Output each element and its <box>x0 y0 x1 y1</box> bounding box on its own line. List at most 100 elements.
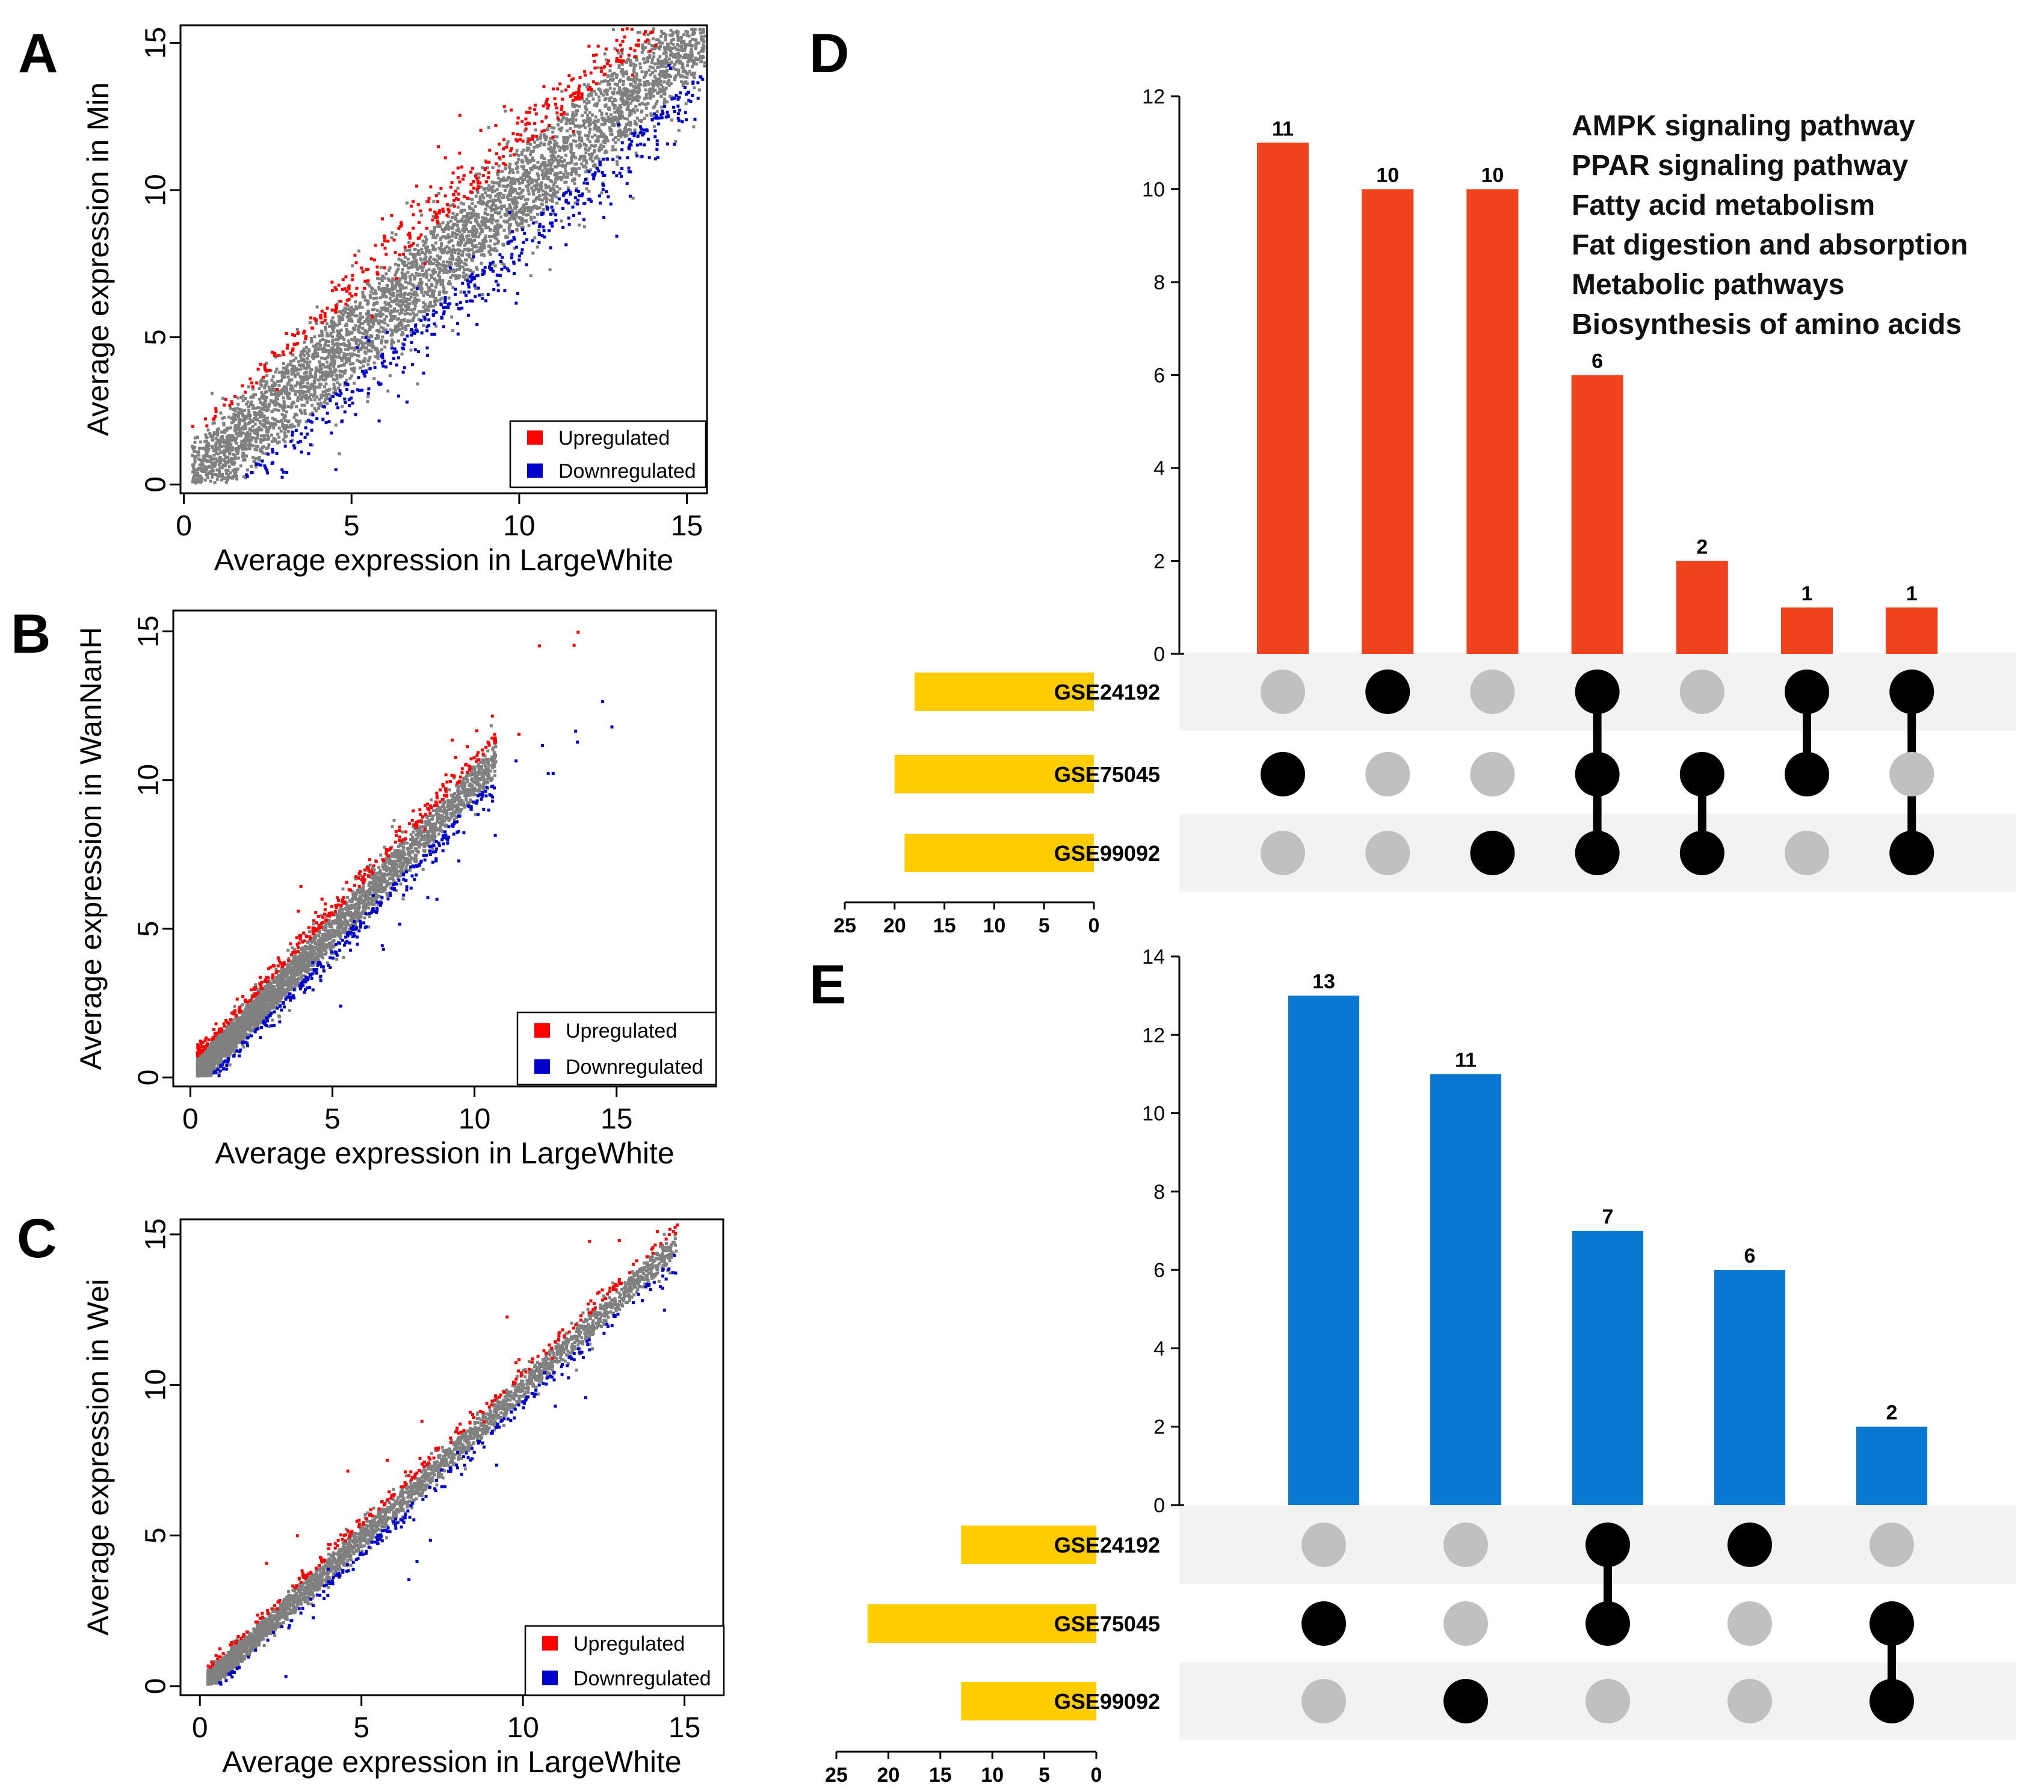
point <box>541 199 544 202</box>
point <box>222 423 226 426</box>
point <box>611 28 615 31</box>
point <box>607 79 610 83</box>
point-down <box>514 301 518 305</box>
point <box>674 68 678 72</box>
point <box>307 354 310 357</box>
point <box>664 65 668 69</box>
point <box>419 284 423 288</box>
point <box>264 399 268 402</box>
point <box>609 132 613 136</box>
point <box>664 51 668 55</box>
point <box>398 328 401 331</box>
point <box>430 276 433 279</box>
point <box>686 31 690 34</box>
point-up <box>267 368 271 372</box>
point <box>668 33 672 37</box>
point <box>314 375 318 378</box>
point-down <box>413 348 417 352</box>
point <box>415 313 419 316</box>
point-down <box>655 114 658 117</box>
point <box>429 274 433 277</box>
point-down <box>423 316 427 319</box>
point <box>221 464 224 468</box>
point <box>197 446 201 450</box>
point-down <box>306 433 309 436</box>
point <box>294 419 298 422</box>
point <box>299 383 303 386</box>
point <box>542 174 545 177</box>
point <box>267 443 271 446</box>
point-up <box>302 331 306 335</box>
point <box>218 439 222 442</box>
point <box>280 413 284 416</box>
point <box>586 114 590 117</box>
point <box>564 164 567 168</box>
point <box>307 364 310 368</box>
point-down <box>456 332 460 336</box>
point <box>651 87 655 90</box>
point <box>424 308 428 312</box>
point-up <box>412 213 415 217</box>
point <box>511 202 515 205</box>
point-up <box>212 416 216 420</box>
point <box>218 470 221 474</box>
point <box>294 412 297 416</box>
point <box>636 90 640 93</box>
point <box>415 293 419 297</box>
point <box>694 43 698 46</box>
point-up <box>333 309 337 312</box>
point <box>375 319 378 322</box>
point-down <box>672 105 676 109</box>
point <box>431 236 435 239</box>
point-down <box>341 419 344 423</box>
point-down <box>366 392 370 395</box>
point-up <box>319 316 323 320</box>
point-up <box>528 122 531 126</box>
point <box>432 295 435 298</box>
point <box>254 440 258 444</box>
point-up <box>615 38 619 42</box>
point-up <box>427 197 431 200</box>
point <box>632 63 635 66</box>
point <box>555 202 559 205</box>
point-up <box>487 161 491 164</box>
point <box>616 155 619 159</box>
point <box>193 445 197 449</box>
point <box>320 331 324 334</box>
point <box>526 189 530 192</box>
point <box>387 279 391 282</box>
point <box>400 271 404 275</box>
point <box>299 359 303 363</box>
point <box>224 455 227 459</box>
point <box>615 76 619 79</box>
point <box>432 291 436 295</box>
point <box>702 38 705 42</box>
point-up <box>262 375 265 379</box>
point <box>242 475 245 479</box>
point <box>368 314 371 318</box>
point <box>481 239 485 242</box>
point <box>315 395 319 399</box>
point <box>681 62 684 66</box>
point <box>502 220 506 223</box>
point <box>211 469 215 472</box>
point <box>422 301 425 304</box>
point <box>303 371 306 375</box>
point <box>562 144 566 148</box>
point-down <box>653 157 657 161</box>
point <box>194 474 198 478</box>
point-up <box>622 60 626 63</box>
point-down <box>270 462 274 466</box>
point <box>693 72 697 75</box>
point <box>389 304 393 308</box>
point-up <box>552 87 555 91</box>
point <box>681 84 685 87</box>
point <box>419 288 423 292</box>
point <box>424 235 427 239</box>
point <box>344 348 347 351</box>
point <box>348 359 351 362</box>
point-up <box>344 303 348 306</box>
point <box>265 362 268 365</box>
point-up <box>408 234 412 238</box>
point <box>422 265 425 269</box>
